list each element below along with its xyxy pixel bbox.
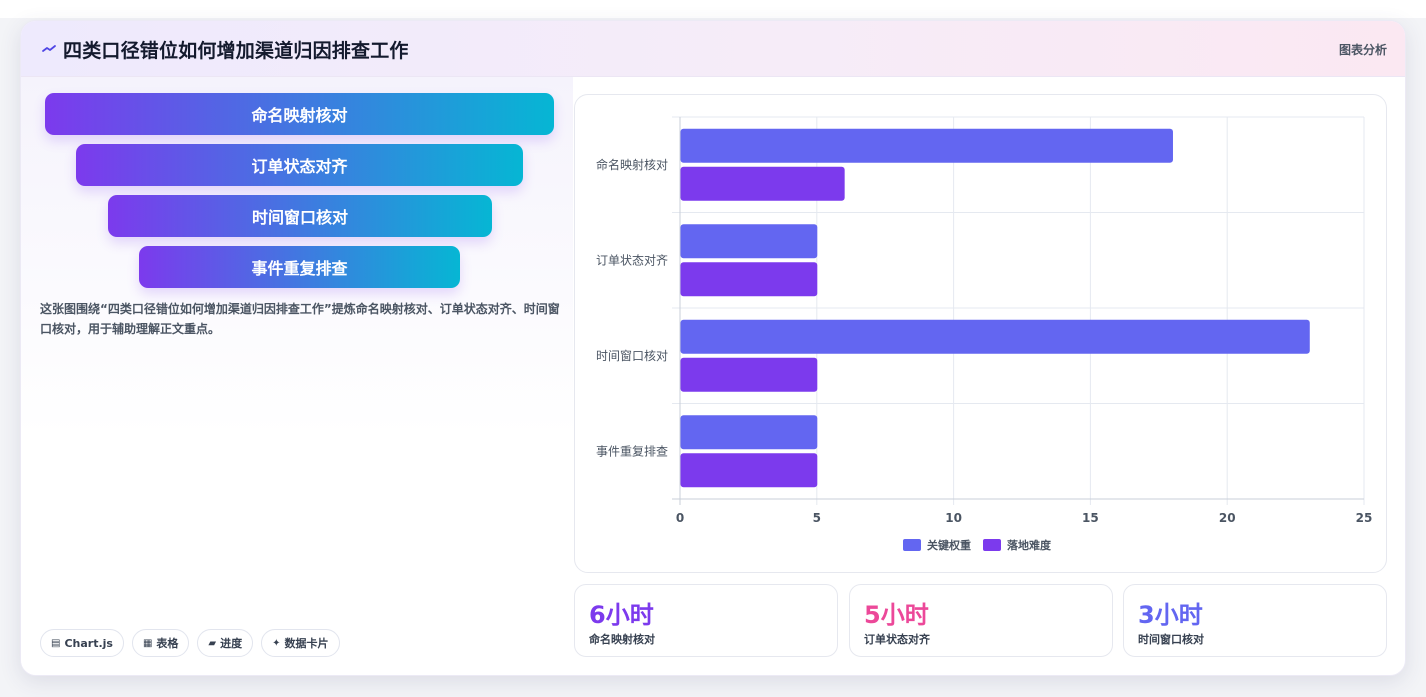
legend-swatch-key-weight: [903, 539, 921, 551]
tag-table[interactable]: ▦ 表格: [131, 629, 190, 657]
x-tick-label-15: 15: [1082, 511, 1099, 525]
progress-icon: ▰: [208, 637, 217, 649]
stat-label-2: 订单状态对齐: [864, 633, 930, 646]
chart-legend: 关键权重 落地难度: [903, 537, 1051, 553]
tag-data-card[interactable]: ✦ 数据卡片: [261, 629, 340, 657]
funnel-step-1: 命名映射核对: [45, 93, 554, 135]
stat-value-2: 5小时: [864, 601, 929, 629]
bar-key-weight-3: [680, 319, 1310, 354]
stat-label-1: 命名映射核对: [589, 633, 655, 646]
figure-description: 这张图围绕“四类口径错位如何增加渠道归因排查工作”提炼命名映射核对、订单状态对齐…: [40, 302, 560, 336]
bar-key-weight-4: [680, 415, 818, 450]
stat-value-1: 6小时: [589, 601, 654, 629]
card-header: 四类口径错位如何增加渠道归因排查工作 图表分析: [21, 21, 1405, 77]
bar-difficulty-2: [680, 262, 818, 297]
table-icon: ▦: [142, 637, 153, 649]
x-tick-label-0: 0: [676, 511, 684, 525]
x-tick-label-10: 10: [945, 511, 962, 525]
stat-card-3: 3小时 时间窗口核对: [1123, 584, 1387, 657]
funnel-step-4: 事件重复排查: [139, 246, 460, 288]
tag-progress[interactable]: ▰ 进度: [197, 629, 254, 657]
y-tick-label-3: 时间窗口核对: [596, 349, 668, 363]
stat-value-3: 3小时: [1138, 601, 1203, 629]
funnel-step-2: 订单状态对齐: [76, 144, 523, 186]
page-title: 四类口径错位如何增加渠道归因排查工作: [63, 40, 409, 62]
x-tick-label-5: 5: [813, 511, 821, 525]
trend-line-icon: [42, 45, 56, 52]
chart-icon: ▤: [51, 637, 61, 649]
bar-key-weight-2: [680, 224, 818, 259]
left-panel: 命名映射核对 订单状态对齐 时间窗口核对 事件重复排查 这张图围绕“四类口径错位…: [21, 77, 573, 675]
legend-swatch-difficulty: [983, 539, 1001, 551]
bar-difficulty-1: [680, 166, 845, 201]
y-tick-label-4: 事件重复排查: [596, 444, 668, 458]
tech-tag-list: ▤ Chart.js ▦ 表格 ▰ 进度 ✦ 数据卡片: [40, 629, 340, 657]
stat-label-3: 时间窗口核对: [1138, 633, 1204, 646]
legend-item-difficulty[interactable]: 落地难度: [983, 537, 1051, 553]
chart-analysis-tag: 图表分析: [1338, 43, 1387, 57]
sparkle-icon: ✦: [272, 637, 281, 649]
bar-difficulty-4: [680, 453, 818, 488]
article-figure-card: 四类口径错位如何增加渠道归因排查工作 图表分析 命名映射核对 订单状态对齐 时间…: [20, 20, 1406, 676]
bar-key-weight-1: [680, 128, 1173, 163]
stat-card-1: 6小时 命名映射核对: [574, 584, 838, 657]
tag-chartjs[interactable]: ▤ Chart.js: [40, 629, 124, 657]
stat-card-2: 5小时 订单状态对齐: [849, 584, 1113, 657]
page-top-strip: [0, 0, 1426, 18]
y-tick-label-1: 命名映射核对: [596, 157, 668, 172]
x-tick-label-20: 20: [1219, 511, 1236, 525]
bar-chart-panel: 命名映射核对 订单状态对齐 时间窗口核对 事件重复排查 0 5 10 15 20 25 关键权重 …: [574, 94, 1387, 573]
x-tick-label-25: 25: [1356, 511, 1373, 525]
legend-item-key-weight[interactable]: 关键权重: [903, 537, 971, 553]
bar-difficulty-3: [680, 357, 818, 392]
funnel-step-3: 时间窗口核对: [108, 195, 492, 237]
y-tick-label-2: 订单状态对齐: [596, 252, 668, 267]
